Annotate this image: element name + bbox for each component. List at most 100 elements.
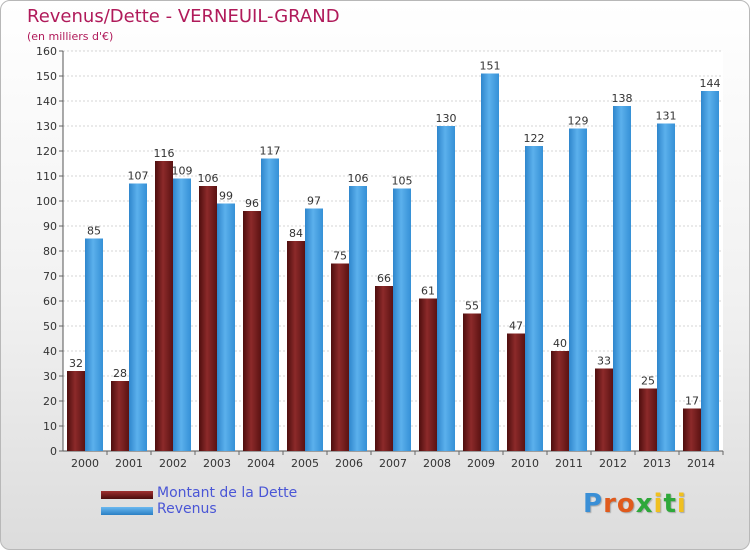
data-label-revenus: 129 xyxy=(568,115,589,128)
y-tick-label: 160 xyxy=(36,45,57,58)
bar-revenus xyxy=(261,158,279,451)
legend-label-revenus: Revenus xyxy=(157,501,217,517)
bar-revenus xyxy=(569,128,587,451)
bar-dette xyxy=(551,351,569,451)
data-label-revenus: 106 xyxy=(348,172,369,185)
data-label-dette: 17 xyxy=(685,395,699,408)
y-tick-label: 10 xyxy=(43,420,57,433)
data-label-dette: 106 xyxy=(198,172,219,185)
chart-title: Revenus/Dette - VERNEUIL-GRAND xyxy=(27,6,340,27)
bar-revenus xyxy=(657,123,675,451)
data-label-dette: 47 xyxy=(509,320,523,333)
x-tick-label: 2011 xyxy=(555,457,583,470)
y-tick-label: 100 xyxy=(36,195,57,208)
data-label-revenus: 130 xyxy=(436,112,457,125)
bar-revenus xyxy=(217,203,235,451)
data-label-revenus: 122 xyxy=(524,132,545,145)
y-tick-label: 30 xyxy=(43,370,57,383)
x-tick-label: 2000 xyxy=(71,457,99,470)
y-tick-label: 150 xyxy=(36,70,57,83)
logo-letter: i xyxy=(676,489,687,519)
data-label-revenus: 97 xyxy=(307,195,321,208)
x-tick-label: 2004 xyxy=(247,457,275,470)
x-tick-label: 2014 xyxy=(687,457,715,470)
bar-dette xyxy=(419,298,437,451)
data-label-dette: 66 xyxy=(377,272,391,285)
data-label-dette: 75 xyxy=(333,250,347,263)
bar-dette xyxy=(243,211,261,451)
logo-letter: t xyxy=(663,489,677,519)
bar-dette xyxy=(507,333,525,451)
bar-revenus xyxy=(525,146,543,451)
y-tick-label: 20 xyxy=(43,395,57,408)
y-tick-label: 140 xyxy=(36,95,57,108)
logo-letter: P xyxy=(583,489,604,519)
bar-dette xyxy=(463,313,481,451)
data-label-dette: 55 xyxy=(465,300,479,313)
x-tick-label: 2008 xyxy=(423,457,451,470)
y-tick-label: 50 xyxy=(43,320,57,333)
bar-revenus xyxy=(129,183,147,451)
data-label-revenus: 105 xyxy=(392,175,413,188)
bar-revenus xyxy=(481,73,499,451)
y-tick-label: 90 xyxy=(43,220,57,233)
bar-dette xyxy=(67,371,85,451)
y-tick-label: 0 xyxy=(50,445,57,458)
x-tick-label: 2012 xyxy=(599,457,627,470)
bar-revenus xyxy=(305,208,323,451)
data-label-revenus: 109 xyxy=(172,165,193,178)
y-tick-label: 80 xyxy=(43,245,57,258)
x-tick-label: 2005 xyxy=(291,457,319,470)
data-label-dette: 96 xyxy=(245,197,259,210)
y-tick-label: 40 xyxy=(43,345,57,358)
x-tick-label: 2013 xyxy=(643,457,671,470)
bar-revenus xyxy=(613,106,631,451)
data-label-dette: 61 xyxy=(421,285,435,298)
bar-revenus xyxy=(349,186,367,451)
legend-label-dette: Montant de la Dette xyxy=(157,485,298,501)
data-label-revenus: 131 xyxy=(656,110,677,123)
data-label-dette: 25 xyxy=(641,375,655,388)
x-tick-label: 2007 xyxy=(379,457,407,470)
bar-dette xyxy=(331,263,349,451)
bar-dette xyxy=(595,368,613,451)
data-label-dette: 28 xyxy=(113,367,127,380)
data-label-revenus: 151 xyxy=(480,60,501,73)
bar-dette xyxy=(111,381,129,451)
chart-subtitle: (en milliers d'€) xyxy=(27,30,114,43)
data-label-revenus: 138 xyxy=(612,92,633,105)
data-label-revenus: 117 xyxy=(260,145,281,158)
bar-revenus xyxy=(701,91,719,451)
x-tick-label: 2009 xyxy=(467,457,495,470)
data-label-revenus: 107 xyxy=(128,170,149,183)
bar-revenus xyxy=(85,238,103,451)
data-label-revenus: 85 xyxy=(87,225,101,238)
data-label-dette: 40 xyxy=(553,337,567,350)
bar-dette xyxy=(155,161,173,451)
x-tick-label: 2001 xyxy=(115,457,143,470)
bar-revenus xyxy=(393,188,411,451)
bar-revenus xyxy=(437,126,455,451)
x-tick-label: 2010 xyxy=(511,457,539,470)
data-label-dette: 116 xyxy=(154,147,175,160)
logo-letter: o xyxy=(616,489,636,519)
proxiti-logo: Proxiti xyxy=(583,489,687,519)
data-label-dette: 84 xyxy=(289,227,303,240)
bar-revenus xyxy=(173,178,191,451)
logo-letter: x xyxy=(635,489,654,519)
data-label-revenus: 99 xyxy=(219,190,233,203)
logo-letter: r xyxy=(603,489,617,519)
data-label-dette: 33 xyxy=(597,355,611,368)
y-tick-label: 130 xyxy=(36,120,57,133)
bar-dette xyxy=(375,286,393,451)
x-tick-label: 2003 xyxy=(203,457,231,470)
y-tick-label: 60 xyxy=(43,295,57,308)
data-label-revenus: 144 xyxy=(700,77,721,90)
x-tick-label: 2002 xyxy=(159,457,187,470)
bar-dette xyxy=(683,408,701,451)
bar-dette xyxy=(199,186,217,451)
data-label-dette: 32 xyxy=(69,357,83,370)
y-tick-label: 70 xyxy=(43,270,57,283)
y-tick-label: 120 xyxy=(36,145,57,158)
